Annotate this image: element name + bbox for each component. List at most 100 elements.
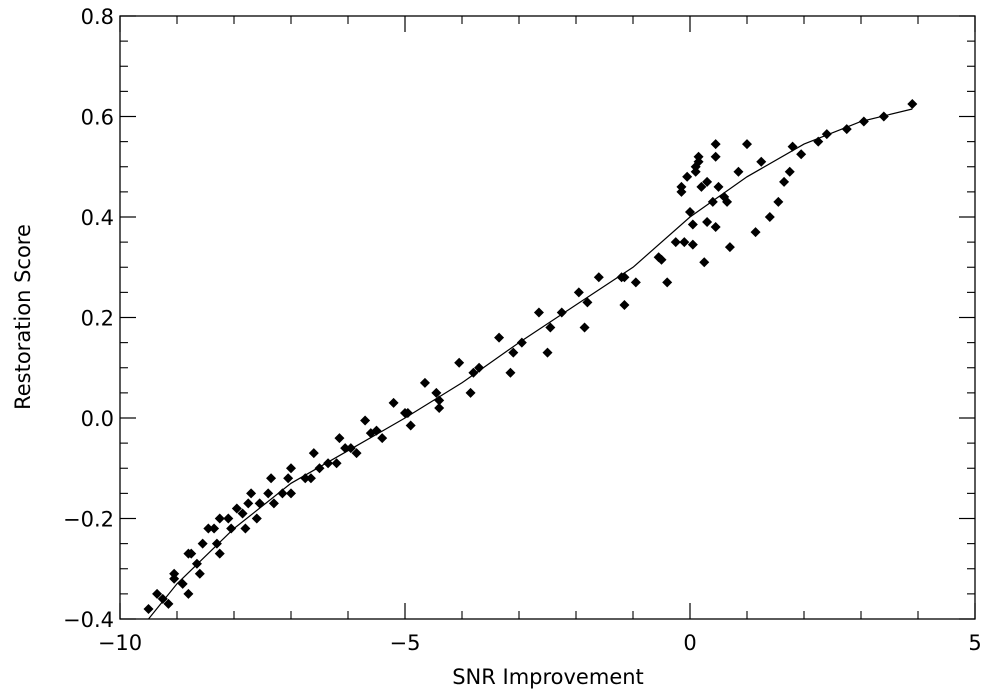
data-point [143, 603, 154, 614]
data-point [157, 593, 168, 604]
data-point [907, 98, 918, 109]
data-point [186, 548, 197, 559]
data-point [308, 448, 319, 459]
data-point [505, 367, 516, 378]
data-point [779, 176, 790, 187]
data-point [582, 297, 593, 308]
data-point [693, 151, 704, 162]
data-point [787, 141, 798, 152]
data-point [277, 488, 288, 499]
data-point [243, 498, 254, 509]
data-point [434, 395, 445, 406]
data-point [314, 463, 325, 474]
data-point [377, 433, 388, 444]
x-tick-label: −5 [390, 631, 421, 655]
data-point [676, 186, 687, 197]
data-point [593, 272, 604, 283]
y-tick-label: −0.4 [63, 608, 114, 632]
y-tick-label: 0.6 [81, 106, 114, 130]
y-tick-label: 0.4 [81, 206, 114, 230]
y-tick-label: 0.2 [81, 307, 114, 331]
data-point [214, 548, 225, 559]
data-point [177, 578, 188, 589]
data-point [813, 136, 824, 147]
data-point [858, 116, 869, 127]
data-point [254, 498, 265, 509]
x-axis-label: SNR Improvement [452, 665, 644, 689]
fit-line [148, 108, 913, 620]
data-point [573, 287, 584, 298]
data-point [764, 212, 775, 222]
data-point [371, 425, 382, 436]
data-point [211, 538, 222, 549]
data-point [516, 337, 527, 348]
y-tick-label: 0.0 [81, 407, 114, 431]
data-point [388, 397, 399, 408]
data-point [169, 568, 180, 579]
data-point [707, 196, 718, 207]
data-point [690, 166, 701, 177]
data-point [434, 402, 445, 413]
tick-labels: −10 −5 0 5 −0.4 −0.2 0.0 0.2 0.4 0.6 0.8 [63, 5, 982, 655]
data-point [169, 573, 180, 584]
data-point [679, 237, 690, 248]
data-point [696, 181, 707, 192]
data-point [710, 139, 721, 150]
data-point [197, 538, 208, 549]
data-point [283, 473, 294, 484]
data-point [474, 362, 485, 373]
data-point [237, 508, 248, 519]
data-point [545, 322, 556, 333]
data-point [246, 488, 257, 499]
data-point [821, 129, 832, 140]
data-point [630, 277, 641, 288]
data-point [405, 420, 416, 431]
data-point [266, 473, 277, 484]
data-point [508, 347, 519, 358]
data-point [251, 513, 262, 524]
data-point [619, 299, 630, 310]
x-tick-label: 5 [968, 631, 981, 655]
data-point [841, 124, 852, 135]
data-point [878, 111, 889, 122]
data-point [662, 277, 673, 288]
data-point [203, 523, 214, 534]
data-point [286, 463, 296, 474]
data-point [733, 166, 744, 177]
data-point [305, 473, 316, 484]
data-point [742, 139, 752, 150]
data-point [214, 513, 225, 524]
data-point [468, 367, 479, 378]
data-point [722, 196, 733, 207]
data-point [579, 322, 590, 333]
data-point [191, 558, 202, 569]
data-point [773, 196, 784, 207]
data-point [687, 219, 698, 230]
data-point [693, 156, 704, 167]
axis-ticks [119, 15, 976, 620]
data-point [402, 407, 413, 418]
data-point [713, 181, 724, 192]
data-point [334, 433, 345, 444]
data-point [263, 488, 274, 499]
data-point [454, 357, 465, 368]
data-point [163, 598, 174, 609]
data-point [231, 503, 242, 514]
data-point [209, 523, 220, 534]
data-point [542, 347, 553, 358]
data-point [286, 488, 296, 499]
data-point [724, 242, 735, 253]
data-point [556, 307, 567, 318]
data-point [331, 458, 342, 469]
data-point [351, 448, 362, 459]
data-point [152, 588, 163, 599]
data-point [360, 415, 371, 426]
data-point [226, 523, 237, 534]
data-point [682, 171, 693, 182]
y-tick-label: 0.8 [81, 5, 114, 29]
data-point [194, 568, 205, 579]
x-tick-label: −10 [98, 631, 142, 655]
data-point [323, 458, 334, 469]
data-point [300, 473, 311, 484]
data-point [702, 176, 713, 187]
